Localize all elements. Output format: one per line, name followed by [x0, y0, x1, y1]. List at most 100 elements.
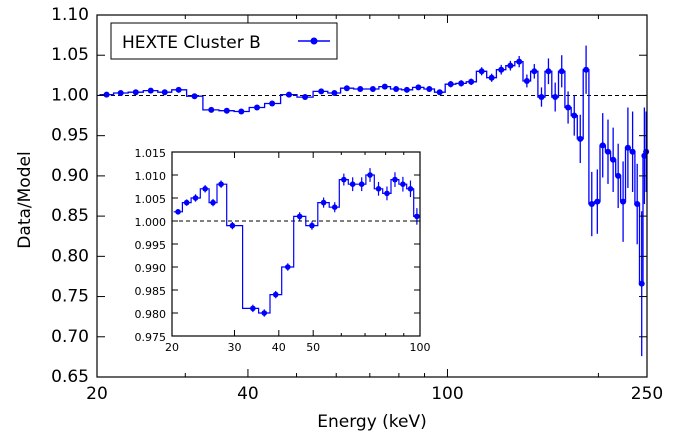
main-data-point	[634, 201, 641, 208]
main-data-point	[488, 74, 495, 81]
main-data-point	[624, 144, 631, 151]
inset-y-tick-label: 0.995	[135, 239, 167, 252]
inset-y-tick-label: 1.005	[135, 193, 167, 206]
inset-y-tick-label: 0.985	[135, 285, 167, 298]
inset-x-tick-label: 40	[272, 341, 286, 354]
main-data-point	[604, 148, 611, 155]
inset-data-point	[309, 222, 315, 229]
inset-data-point	[218, 181, 224, 187]
inset-data-point	[250, 305, 256, 312]
main-data-point	[599, 142, 606, 149]
inset-data-point	[407, 186, 414, 192]
main-y-tick-label: 0.85	[51, 206, 89, 226]
inset-data-point	[375, 186, 382, 192]
main-data-point	[254, 104, 261, 111]
main-data-point	[302, 94, 309, 101]
inset-x-tick-label: 20	[165, 341, 179, 354]
inset-plot: 0.975 0.980 0.985 0.990 0.995 1.000 1.005 1.010…	[135, 147, 431, 354]
main-data-point	[638, 280, 645, 287]
inset-data-point	[261, 310, 268, 316]
main-data-point	[238, 108, 245, 115]
inset-data-point	[320, 199, 327, 206]
main-data-point	[478, 68, 485, 75]
inset-y-tick-label: 0.990	[135, 262, 167, 275]
inset-data-point	[296, 213, 303, 220]
main-data-point	[285, 91, 292, 98]
main-data-point	[103, 91, 110, 98]
main-data-point	[531, 68, 538, 75]
main-data-point	[175, 86, 182, 93]
main-data-point	[393, 86, 400, 93]
inset-y-tick-label: 1.010	[135, 170, 167, 183]
main-data-point	[571, 112, 578, 119]
main-data-point	[191, 93, 198, 100]
inset-x-tick-label: 100	[410, 341, 431, 354]
main-data-point	[331, 90, 338, 97]
main-data-point	[558, 68, 565, 75]
main-data-point	[507, 62, 514, 69]
inset-data-point	[175, 209, 181, 215]
main-data-point	[594, 198, 601, 205]
main-y-tick-label: 1.00	[51, 85, 89, 105]
y-axis-title: Data/Model	[15, 151, 35, 248]
inset-data-point	[367, 172, 373, 178]
inset-background	[172, 152, 420, 336]
main-data-point	[208, 106, 215, 113]
inset-data-point	[349, 181, 356, 187]
main-plot-data	[97, 45, 650, 357]
main-y-tick-label: 0.65	[51, 367, 89, 387]
main-data-point	[318, 88, 325, 95]
main-data-point	[545, 68, 552, 75]
main-x-tick-label: 100	[431, 384, 463, 404]
inset-data-point	[272, 291, 279, 298]
main-data-point	[436, 89, 443, 96]
main-frame	[96, 14, 648, 378]
inset-y-tick-label: 1.015	[135, 147, 167, 160]
main-data-point	[223, 107, 230, 114]
main-data-point	[629, 148, 636, 155]
main-data-point	[147, 87, 154, 94]
main-data-point	[588, 201, 595, 208]
main-y-tick-label: 0.80	[51, 246, 89, 266]
main-y-tick-label: 1.05	[51, 45, 89, 65]
main-data-point	[516, 58, 523, 65]
x-axis-title: Energy (keV)	[317, 412, 427, 432]
inset-data-point	[400, 181, 406, 187]
inset-x-tick-label: 30	[227, 341, 241, 354]
inset-data-point	[384, 190, 390, 197]
main-plot-frame: 0.65 0.70 0.75 0.80 0.85 0.90 0.95 1.00 1.05 1.10…	[51, 5, 663, 404]
main-data-point	[643, 148, 650, 155]
legend-marker-swatch	[310, 37, 318, 45]
inset-x-tick-label: 50	[306, 341, 320, 354]
main-data-point	[343, 85, 350, 92]
main-data-point	[458, 80, 465, 87]
inset-data-point	[210, 199, 216, 206]
main-data-point	[615, 172, 622, 179]
main-data-point	[132, 89, 139, 96]
inset-data-point	[392, 176, 398, 183]
main-data-point	[523, 77, 530, 84]
main-data-point	[381, 83, 388, 90]
main-data-point	[552, 94, 559, 101]
main-x-tick-label: 40	[237, 384, 259, 404]
inset-y-tick-label: 0.980	[135, 308, 167, 321]
inset-data-point	[358, 181, 365, 187]
main-data-point	[269, 100, 276, 107]
main-y-tick-label: 0.95	[51, 126, 89, 146]
main-data-point	[357, 86, 364, 93]
inset-y-tick-label: 0.975	[135, 331, 167, 344]
main-data-point	[565, 104, 572, 111]
inset-data-point	[414, 213, 420, 220]
main-data-point	[538, 94, 545, 101]
main-data-point	[403, 86, 410, 93]
inset-data-point	[229, 222, 236, 229]
main-y-tick-label: 0.75	[51, 287, 89, 307]
main-y-tick-label: 1.10	[51, 5, 89, 25]
inset-step-line	[173, 174, 420, 314]
main-data-point	[577, 135, 584, 142]
inset-data-point	[192, 195, 199, 201]
main-data-point	[610, 156, 617, 163]
inset-y-tick-label: 1.000	[135, 216, 167, 229]
inset-data-point	[202, 186, 208, 192]
